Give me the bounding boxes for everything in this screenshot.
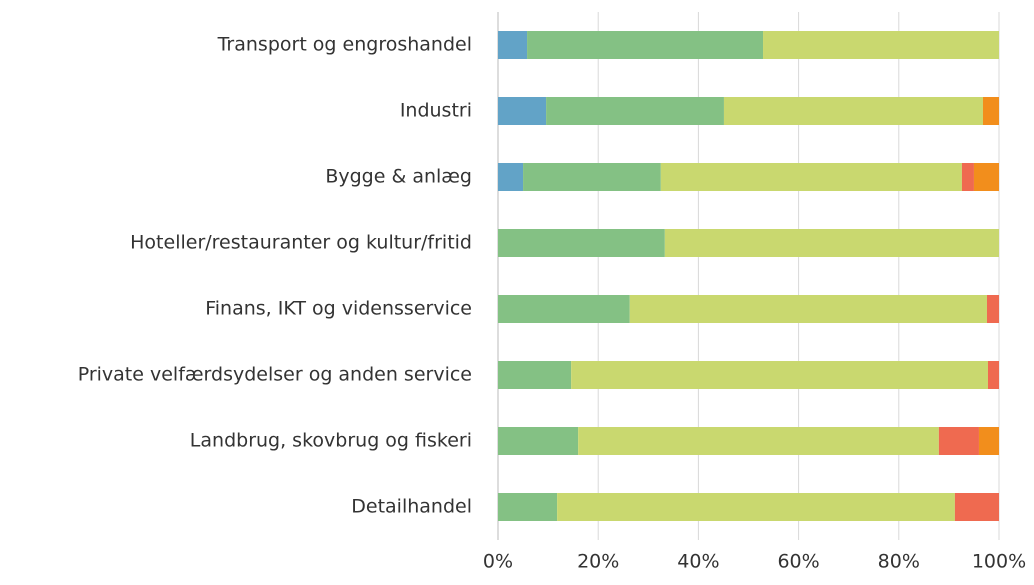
x-tick-label: 60% (777, 551, 819, 573)
bar-segment (763, 31, 999, 59)
bar-segment (498, 493, 558, 521)
bar-segment (571, 361, 988, 389)
y-tick-label: Industri (400, 100, 472, 122)
bar-segment (723, 97, 983, 125)
bar-segment (546, 97, 724, 125)
bar-segment (986, 295, 999, 323)
bar-segment (938, 427, 979, 455)
y-tick-label: Landbrug, skovbrug og fiskeri (190, 430, 472, 452)
x-tick-label: 0% (483, 551, 513, 573)
bar-segment (961, 163, 974, 191)
bar-segment (498, 31, 528, 59)
bar-segment (629, 295, 987, 323)
bar-segment (978, 427, 999, 455)
bar-segment (498, 427, 579, 455)
bar-segment (498, 229, 665, 257)
y-tick-label: Bygge & anlæg (325, 166, 472, 188)
bar-segment (664, 229, 999, 257)
bar-segment (954, 493, 999, 521)
x-tick-label: 20% (577, 551, 619, 573)
bar-segment (527, 31, 764, 59)
bar-segment (982, 97, 999, 125)
bar-segment (523, 163, 661, 191)
y-tick-label: Transport og engroshandel (217, 34, 472, 56)
bar-segment (987, 361, 999, 389)
bar-segment (557, 493, 955, 521)
bar-segment (498, 163, 524, 191)
x-tick-label: 40% (677, 551, 719, 573)
y-tick-label: Detailhandel (351, 496, 472, 518)
bar-segment (498, 295, 630, 323)
bar-segment (578, 427, 939, 455)
bar-segment (498, 361, 572, 389)
y-tick-label: Hoteller/restauranter og kultur/fritid (130, 232, 472, 254)
bar-segment (973, 163, 999, 191)
y-tick-label: Finans, IKT og vidensservice (205, 298, 472, 320)
y-tick-label: Private velfærdsydelser og anden service (78, 364, 472, 386)
x-tick-label: 80% (878, 551, 920, 573)
bar-segment (660, 163, 962, 191)
x-tick-label: 100% (972, 551, 1026, 573)
bar-segment (498, 97, 547, 125)
